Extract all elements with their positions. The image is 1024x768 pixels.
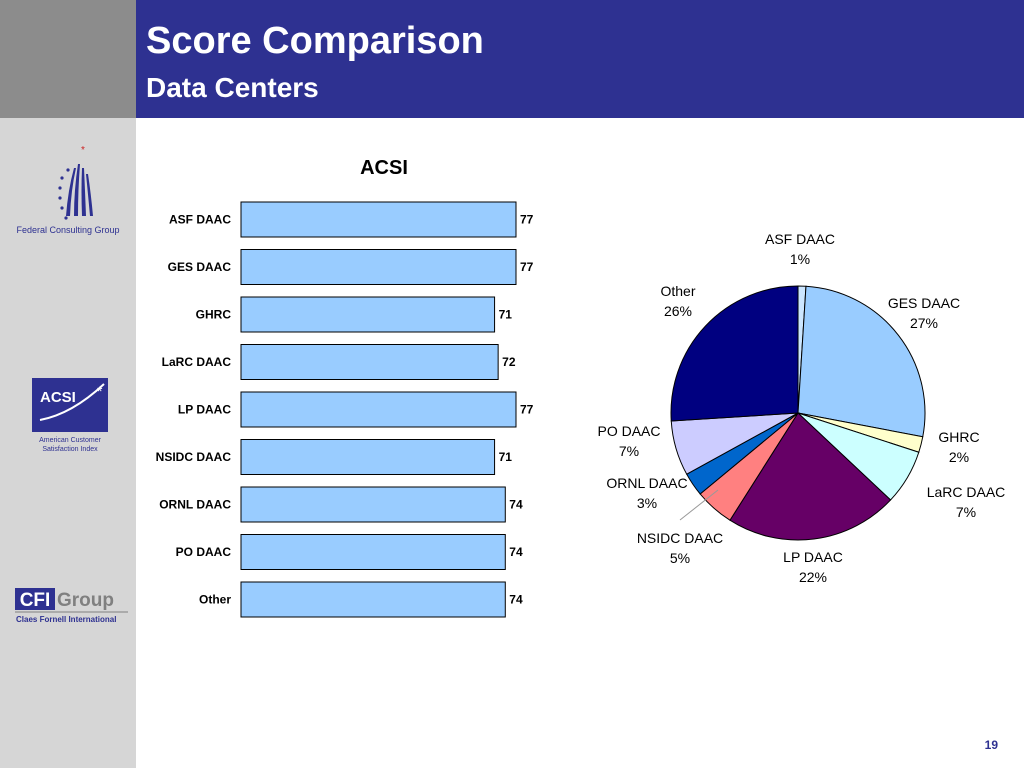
cfi-logo-text-2: Group bbox=[57, 590, 114, 611]
cfi-group-logo: CFI Group bbox=[15, 588, 128, 613]
bar-category-label: NSIDC DAAC bbox=[156, 450, 232, 464]
pie-slice-8 bbox=[670, 285, 799, 422]
bar-8 bbox=[240, 581, 506, 618]
bar-category-label: LP DAAC bbox=[178, 403, 231, 417]
pie-label: PO DAAC bbox=[597, 423, 660, 439]
header-bar: Score Comparison Data Centers bbox=[136, 0, 1024, 118]
bar-value-label: 74 bbox=[509, 545, 523, 559]
pie-label: ORNL DAAC bbox=[606, 475, 687, 491]
bar-value-label: 77 bbox=[520, 260, 534, 274]
bar-category-label: GHRC bbox=[196, 308, 232, 322]
bar-0 bbox=[240, 201, 517, 238]
acsi-logo: * ACSI American Customer Satisfaction In… bbox=[32, 378, 108, 453]
cfi-logo-subtext: Claes Fornell International bbox=[16, 615, 117, 624]
pie-value-label: 3% bbox=[637, 495, 657, 511]
bar-value-label: 71 bbox=[499, 308, 513, 322]
acsi-star-icon: * bbox=[97, 383, 103, 399]
pie-label: LaRC DAAC bbox=[927, 484, 1006, 500]
bar-2 bbox=[240, 296, 496, 333]
bar-1 bbox=[240, 249, 517, 285]
pie-value-label: 22% bbox=[799, 569, 827, 585]
pie-chart: ASF DAAC 1% GES DAAC 27% GHRC 2% LaRC DAAC 7% LP… bbox=[597, 231, 1006, 585]
pie-slice-4 bbox=[729, 412, 892, 541]
pie-value-label: 27% bbox=[910, 315, 938, 331]
pie-value-label: 7% bbox=[956, 504, 976, 520]
fcg-star-icon: * bbox=[81, 145, 85, 156]
bar-value-label: 74 bbox=[509, 498, 523, 512]
pie-label: Other bbox=[660, 283, 695, 299]
bar-chart: ASF DAAC 77 GES DAAC 77 GHRC 71 LaRC DAAC 72 LP … bbox=[156, 201, 534, 618]
bar-category-label: GES DAAC bbox=[168, 260, 232, 274]
bar-category-label: PO DAAC bbox=[176, 545, 232, 559]
pie-value-label: 1% bbox=[790, 251, 810, 267]
bar-category-label: Other bbox=[199, 593, 231, 607]
bar-value-label: 77 bbox=[520, 213, 534, 227]
cfi-logo-text-1: CFI bbox=[20, 590, 51, 611]
sidebar: * Federal Consulting Group * ACSI Americ… bbox=[0, 118, 136, 768]
bar-category-label: ORNL DAAC bbox=[159, 498, 231, 512]
bar-7 bbox=[240, 534, 506, 570]
bar-6 bbox=[240, 486, 506, 523]
pie-value-label: 7% bbox=[619, 443, 639, 459]
page-title: Score Comparison bbox=[146, 20, 484, 62]
pie-leader-line bbox=[679, 489, 719, 521]
bar-category-label: ASF DAAC bbox=[169, 213, 231, 227]
acsi-logo-caption-1: American Customer bbox=[39, 437, 102, 444]
pie-label: GES DAAC bbox=[888, 295, 960, 311]
bar-chart-title: ACSI bbox=[360, 157, 408, 179]
bar-value-label: 72 bbox=[502, 355, 516, 369]
acsi-logo-caption-2: Satisfaction Index bbox=[42, 446, 98, 453]
bar-value-label: 74 bbox=[509, 593, 523, 607]
pie-value-label: 5% bbox=[670, 550, 690, 566]
pie-value-label: 2% bbox=[949, 449, 969, 465]
pie-label: GHRC bbox=[938, 429, 979, 445]
acsi-logo-text: ACSI bbox=[40, 389, 76, 406]
bar-5 bbox=[240, 439, 496, 475]
pie-value-label: 26% bbox=[664, 303, 692, 319]
bar-3 bbox=[240, 344, 499, 380]
top-left-block bbox=[0, 0, 136, 118]
page-number: 19 bbox=[984, 738, 998, 752]
bar-category-label: LaRC DAAC bbox=[162, 355, 232, 369]
fcg-logo: * bbox=[58, 145, 93, 220]
page-subtitle: Data Centers bbox=[146, 72, 319, 103]
pie-label: NSIDC DAAC bbox=[637, 530, 723, 546]
pie-label: ASF DAAC bbox=[765, 231, 835, 247]
pie-slice-1 bbox=[797, 285, 926, 438]
fcg-logo-text: Federal Consulting Group bbox=[16, 225, 120, 235]
bar-value-label: 71 bbox=[499, 450, 513, 464]
bar-4 bbox=[240, 391, 517, 428]
bar-value-label: 77 bbox=[520, 403, 534, 417]
pie-label: LP DAAC bbox=[783, 549, 843, 565]
